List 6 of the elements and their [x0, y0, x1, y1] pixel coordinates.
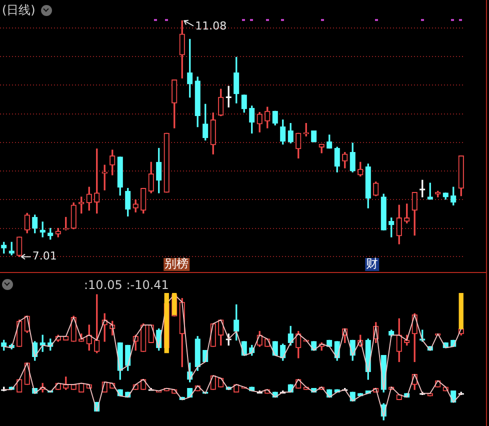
- chart-title: :10.05 :-10.41: [84, 278, 169, 292]
- annotation: 别榜: [164, 256, 189, 271]
- annotation: 7.01: [32, 250, 57, 263]
- chart-title: (日线): [2, 3, 36, 17]
- annotation: 11.08: [195, 20, 227, 33]
- annotation: 财: [366, 256, 378, 271]
